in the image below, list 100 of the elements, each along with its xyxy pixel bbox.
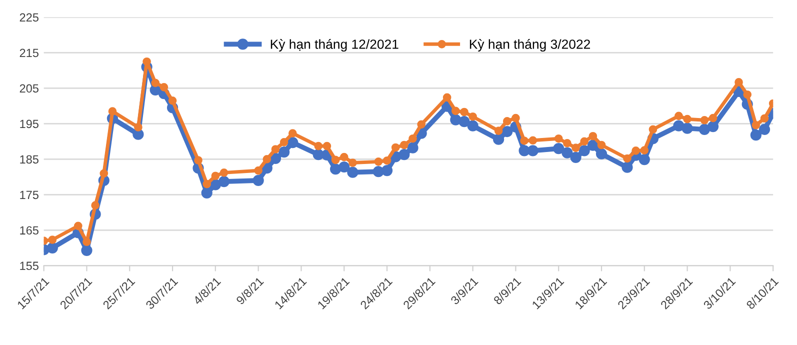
point (442, 93, 452, 102)
point (322, 142, 332, 150)
point (622, 162, 633, 173)
point (271, 145, 280, 154)
point (194, 156, 202, 164)
point (270, 152, 282, 164)
point (698, 124, 710, 135)
point (682, 122, 693, 134)
point (398, 149, 410, 160)
point (527, 145, 538, 156)
point (151, 78, 160, 88)
point (554, 134, 563, 143)
point (578, 145, 590, 156)
point (220, 168, 228, 177)
y-tick-label: 175 (20, 190, 38, 200)
point (502, 126, 513, 138)
point (338, 161, 350, 173)
point (597, 140, 606, 150)
point (91, 201, 100, 210)
point (160, 82, 168, 92)
point (750, 130, 762, 141)
point (648, 125, 658, 134)
point (512, 114, 520, 122)
point (108, 107, 117, 116)
legend-label: Kỳ hạn tháng 3/2022 (470, 39, 590, 52)
point (202, 180, 212, 188)
point (587, 140, 598, 151)
point (707, 120, 719, 132)
point (752, 120, 760, 130)
point (407, 142, 418, 154)
point (588, 132, 598, 140)
point (528, 136, 538, 145)
y-tick-label: 195 (20, 120, 38, 128)
point (640, 146, 649, 154)
y-tick-label: 215 (20, 48, 38, 58)
point (142, 57, 151, 66)
point (218, 176, 230, 188)
point (347, 166, 358, 178)
point (553, 142, 564, 154)
point (287, 136, 298, 148)
point (211, 172, 220, 180)
point (417, 120, 426, 129)
legend-label: Kỳ hạn tháng 12/2021 (270, 39, 398, 52)
point (381, 164, 393, 176)
point (580, 137, 589, 146)
point (382, 156, 392, 165)
point (734, 78, 743, 86)
point (400, 140, 408, 150)
point (570, 152, 582, 163)
point (132, 128, 144, 140)
point (562, 147, 573, 158)
point (408, 134, 417, 143)
point (632, 146, 640, 155)
point (391, 143, 400, 152)
point (494, 126, 503, 135)
point (280, 138, 288, 146)
point (278, 146, 290, 158)
point (134, 123, 142, 132)
point (254, 166, 262, 175)
y-tick-label: 205 (20, 84, 38, 93)
point (252, 174, 264, 186)
point (468, 112, 477, 121)
point (48, 236, 57, 244)
point (623, 154, 632, 163)
y-tick-label: 185 (20, 155, 38, 164)
point (708, 114, 718, 122)
point (374, 158, 383, 166)
point (683, 114, 692, 124)
point (331, 156, 340, 164)
point (314, 142, 323, 150)
point (743, 90, 752, 99)
point (458, 116, 470, 128)
point (460, 108, 468, 116)
point (46, 242, 58, 254)
point (262, 155, 272, 164)
point (288, 129, 297, 138)
point (502, 117, 512, 126)
y-tick-label: 225 (20, 13, 38, 22)
point (760, 114, 769, 123)
point (492, 134, 504, 145)
point (520, 136, 528, 145)
point (638, 154, 650, 166)
y-tick-label: 155 (20, 262, 38, 270)
point (81, 244, 92, 256)
point (348, 158, 357, 167)
point (74, 222, 82, 230)
point (451, 106, 460, 116)
point (82, 238, 91, 246)
y-tick-label: 165 (20, 226, 38, 235)
point (340, 152, 348, 162)
point (168, 96, 177, 105)
point (674, 112, 683, 120)
point (201, 187, 212, 198)
point (100, 169, 108, 178)
point (563, 139, 572, 148)
point (700, 116, 709, 124)
point (467, 120, 478, 132)
point (673, 120, 684, 132)
point (758, 124, 770, 135)
point (596, 148, 608, 160)
